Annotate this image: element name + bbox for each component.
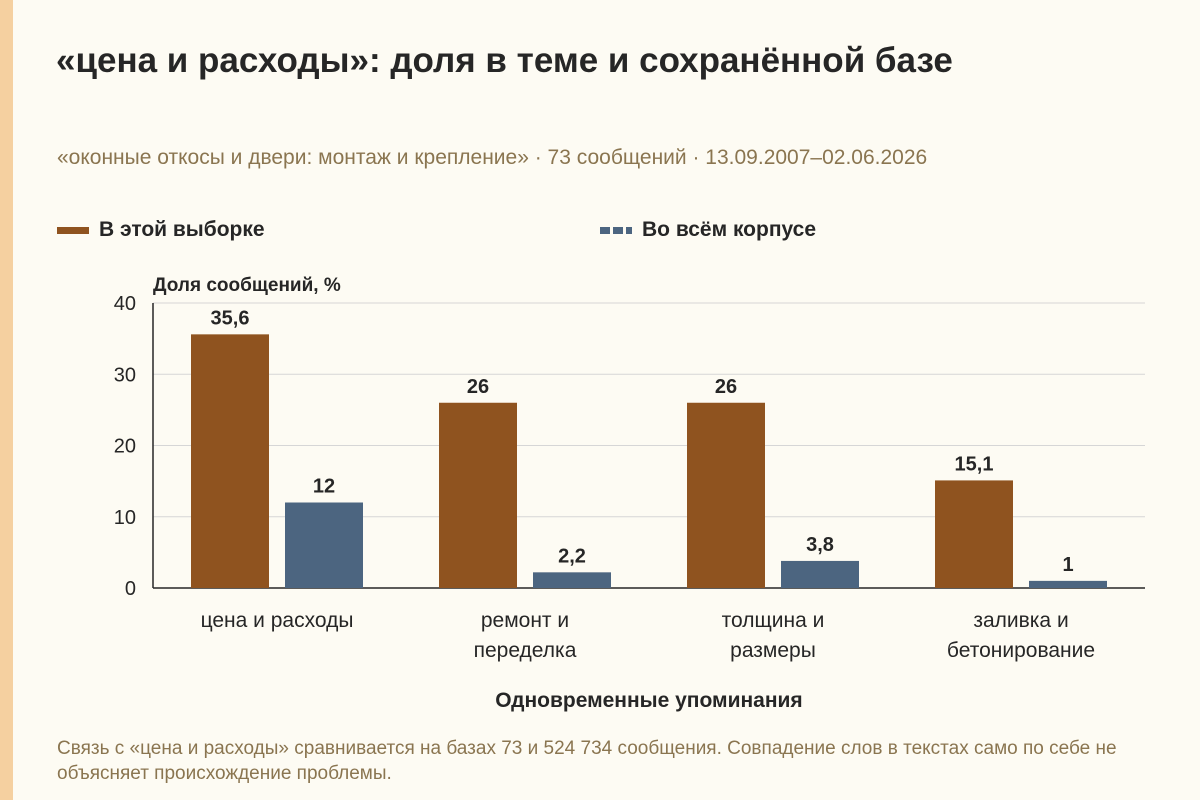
bar-value-label: 3,8	[806, 534, 834, 556]
x-tick-label: ремонт и	[481, 609, 569, 632]
bar-corpus	[781, 560, 859, 588]
legend-item-sample: В этой выборке	[57, 218, 265, 242]
y-tick-label: 20	[114, 436, 136, 458]
bar-sample	[439, 402, 517, 588]
y-tick-label: 40	[114, 293, 136, 315]
footnote: Связь с «цена и расходы» сравнивается на…	[57, 738, 1117, 784]
left-accent-strip	[0, 0, 13, 800]
bar-value-label: 2,2	[558, 545, 586, 567]
bar-corpus	[1029, 580, 1107, 588]
y-tick-label: 10	[114, 507, 136, 529]
bar-value-label: 1	[1062, 554, 1073, 576]
x-tick-label: переделка	[474, 639, 577, 662]
legend-item-corpus: Во всём корпусе	[600, 218, 816, 242]
y-tick-label: 0	[125, 578, 136, 600]
bar-chart: 0 10 20 30 40 Доля сообщений, % 35,6 12 цена и р…	[114, 275, 1145, 712]
x-tick-label: заливка и	[973, 609, 1068, 632]
bar-value-label: 12	[313, 476, 335, 498]
legend-swatch-sample	[57, 226, 89, 234]
y-tick-label: 30	[114, 364, 136, 386]
chart-title: «цена и расходы»: доля в теме и сохранён…	[56, 41, 953, 80]
legend-swatch-corpus	[600, 226, 632, 234]
x-axis-label: Одновременные упоминания	[495, 689, 802, 712]
x-tick-label: цена и расходы	[201, 609, 354, 632]
legend-label-corpus: Во всём корпусе	[642, 218, 817, 241]
bar-corpus	[285, 502, 363, 588]
y-axis-label: Доля сообщений, %	[153, 275, 341, 296]
legend-label-sample: В этой выборке	[99, 218, 265, 241]
x-tick-label: толщина и	[722, 609, 825, 632]
x-tick-label: размеры	[730, 639, 816, 662]
bar-sample	[687, 402, 765, 588]
bar-value-label: 35,6	[211, 307, 250, 329]
bar-value-label: 15,1	[955, 453, 994, 475]
chart-subtitle: «оконные откосы и двери: монтаж и крепле…	[57, 146, 928, 169]
bar-value-label: 26	[715, 376, 737, 398]
bar-value-label: 26	[467, 376, 489, 398]
x-tick-label: бетонирование	[947, 639, 1095, 662]
bar-sample	[935, 480, 1013, 588]
bar-corpus	[533, 572, 611, 588]
bar-sample	[191, 334, 269, 588]
